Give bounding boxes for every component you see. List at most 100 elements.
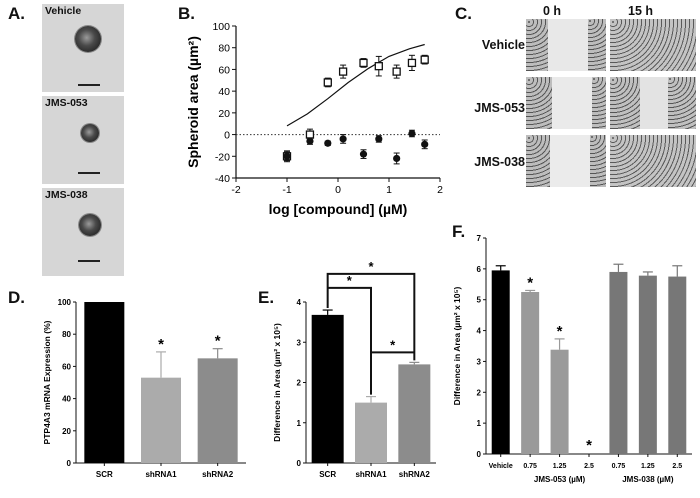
scratch-row-vehicle: Vehicle [481,38,525,52]
data-point-circle [408,129,416,138]
x-tick-label: 1.25 [641,463,655,470]
scratch-jms038-15h [610,135,696,187]
group-label: JMS-038 (µM) [622,475,674,484]
x-tick-label: shRNA1 [145,470,177,479]
y-tick-label: 60 [218,64,230,76]
scratch-col-15h: 15 h [628,4,654,18]
y-tick-label: 2 [477,388,482,397]
y-tick-label: 3 [297,338,302,347]
panel-f-letter: F. [452,222,466,241]
bar [638,275,657,454]
data-point-square [407,58,417,68]
bar [311,314,344,463]
bar [521,292,540,454]
panel-c-letter: C. [455,4,472,23]
significance-bracket [326,272,416,361]
scratch-row-jms038: JMS-038 [474,155,525,169]
bar [491,270,510,454]
scratch-vehicle-15h [610,19,696,71]
y-axis-title: Difference in Area (µm² x 10⁵) [452,287,462,406]
significance-marker: * [347,273,353,288]
chart-b: -40 -20 0 20 40 60 80 100 -2 -1 0 1 2 log [compound] … [185,21,443,217]
data-point-square [392,67,401,76]
y-tick-label: 3 [477,357,482,366]
data-point-circle [359,150,368,158]
x-tick-label: Vehicle [489,463,513,470]
y-tick-label: 0 [224,130,230,142]
data-point-square [338,67,348,76]
fit-curve [286,43,425,127]
y-axis-title: PTP4A3 mRNA Expression (%) [42,320,52,444]
scratch-jms038-0h [526,135,606,187]
y-tick-label: 1 [477,419,482,428]
bar [398,364,431,463]
x-tick-label: -1 [282,184,291,196]
x-tick-label: -2 [231,184,240,196]
spheroid-image-jms038: JMS-038 [42,188,124,276]
data-point-circle [421,140,429,148]
x-tick-label: SCR [96,470,113,479]
y-axis-title: Difference in Area (µm² x 10⁵) [272,323,282,442]
spheroid-label-vehicle: Vehicle [45,5,82,17]
y-tick-label: 100 [58,298,72,307]
x-tick-label: SCR [319,470,336,479]
x-axis-title: log [compound] (µM) [269,201,408,217]
data-point-circle [375,135,383,143]
chart-f: 0 1 2 3 4 5 6 7 Vehicle 0.75 * 1.25 * 2.5 * 0.75 1.25 2.5… [452,234,692,484]
bar [84,302,125,463]
bar [141,377,181,463]
x-tick-label: 2.5 [584,463,594,470]
bar [197,358,238,463]
data-point-square [374,62,383,71]
y-tick-label: -40 [215,173,230,185]
y-tick-label: 2 [297,379,302,388]
y-tick-label: 80 [62,330,71,339]
bar [668,276,687,454]
scratch-row-jms053: JMS-053 [474,101,525,115]
spheroid-label-jms038: JMS-038 [45,189,88,201]
scratch-col-0h: 0 h [543,4,562,18]
scratch-jms053-0h [526,77,606,129]
y-tick-label: 4 [297,298,302,307]
x-tick-label: shRNA1 [355,470,387,479]
spheroid-image-jms053: JMS-053 [42,96,124,184]
panel-b-letter: B. [178,4,195,23]
y-tick-label: 40 [62,395,71,404]
x-tick-label: 0.75 [523,463,537,470]
scale-bar [78,260,100,262]
x-tick-label: shRNA2 [202,470,234,479]
y-tick-label: 7 [477,234,482,243]
data-point-square [359,58,368,68]
y-tick-label: 4 [477,327,482,336]
scale-bar [78,84,100,86]
chart-d: 0 20 40 60 80 100 SCR shRNA1 * shRNA2 * PTP4A3 mRNA… [42,298,246,479]
significance-marker: * [557,323,563,340]
panel-e-letter: E. [258,288,275,307]
y-tick-label: 0 [297,459,302,468]
data-point-circle [306,137,314,145]
y-tick-label: 100 [212,21,230,33]
spheroid [75,26,101,52]
spheroid-label-jms053: JMS-053 [45,97,88,109]
significance-marker: * [368,259,374,274]
y-tick-label: 80 [218,43,230,55]
x-tick-label: 1.25 [553,463,567,470]
significance-marker: * [390,337,396,352]
x-tick-label: 2 [437,184,443,196]
y-tick-label: -20 [215,151,230,163]
y-tick-label: 60 [62,362,71,371]
data-point-circle [393,154,401,163]
significance-marker: * [527,274,533,291]
x-tick-label: 2.5 [672,463,682,470]
spheroid [81,124,99,142]
scratch-jms053-15h [610,77,696,129]
bar [355,402,387,463]
x-tick-label: 0 [335,184,341,196]
data-point-circle [339,135,347,143]
y-tick-label: 5 [477,296,482,305]
group-label: JMS-053 (µM) [534,475,586,484]
data-point-circle [283,152,291,160]
y-axis-title: Spheroid area (µm²) [185,36,201,168]
bar [550,349,569,454]
spheroid-image-vehicle: Vehicle [42,4,124,92]
